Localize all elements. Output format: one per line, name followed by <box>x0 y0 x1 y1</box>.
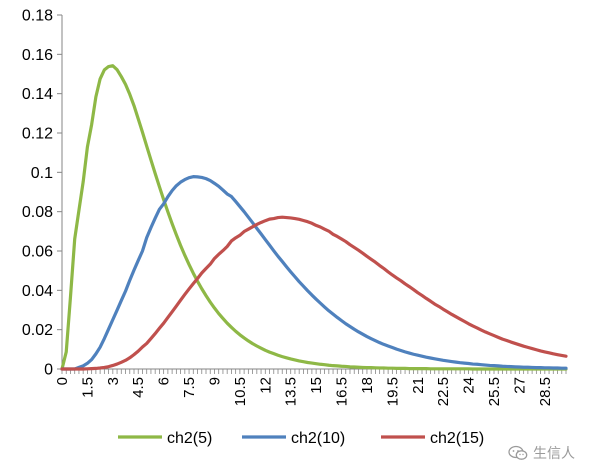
series-line-2 <box>60 175 568 371</box>
x-tick-label: 10.5 <box>232 377 249 406</box>
x-tick-label: 4.5 <box>130 377 147 398</box>
x-tick-label: 6 <box>156 377 173 385</box>
x-tick-label: 0 <box>54 377 71 385</box>
legend: ch2(5) ch2(10) ch2(15) <box>118 430 484 447</box>
y-tick-label: 0.16 <box>22 47 53 64</box>
legend-label: ch2(5) <box>167 430 212 447</box>
y-tick-label: 0.04 <box>22 283 53 300</box>
y-tick-label: 0.18 <box>22 8 53 25</box>
x-tick-label: 9 <box>206 377 223 385</box>
x-tick-label: 28.5 <box>537 377 554 406</box>
y-tick-label: 0.1 <box>31 165 53 182</box>
plot-series <box>60 64 568 371</box>
x-tick-label: 22.5 <box>435 377 452 406</box>
y-tick-label: 0 <box>44 362 53 379</box>
legend-label: ch2(10) <box>291 430 345 447</box>
y-tick-label: 0.14 <box>22 86 53 103</box>
watermark: 生信人 <box>508 443 575 463</box>
y-tick-label: 0.06 <box>22 244 53 261</box>
x-tick-label: 21 <box>410 377 427 394</box>
x-tick-label: 16.5 <box>334 377 351 406</box>
x-axis: 0 1.5 3 4.5 6 7.5 9 10.5 12 13.5 15 16.5 18 19.5 21 22.… <box>54 368 567 406</box>
x-tick-label: 25.5 <box>486 377 503 406</box>
y-axis: 0 0.02 0.04 0.06 0.08 0.1 0.12 0.14 0.16 0.18 <box>22 8 63 379</box>
wechat-icon <box>508 445 528 460</box>
x-tick-label: 12 <box>257 377 274 394</box>
legend-label: ch2(15) <box>430 430 484 447</box>
x-tick-label: 3 <box>105 377 122 385</box>
x-tick-label: 13.5 <box>283 377 300 406</box>
x-tick-label: 1.5 <box>79 377 96 398</box>
y-tick-label: 0.02 <box>22 322 53 339</box>
x-tick-label: 19.5 <box>384 377 401 406</box>
x-tick-label: 15 <box>308 377 325 394</box>
x-tick-label: 18 <box>359 377 376 394</box>
x-tick-label: 7.5 <box>181 377 198 398</box>
y-tick-label: 0.08 <box>22 204 53 221</box>
series-line-1 <box>60 64 568 371</box>
watermark-text: 生信人 <box>533 446 575 462</box>
x-tick-label: 24 <box>461 377 478 394</box>
y-tick-label: 0.12 <box>22 126 53 143</box>
x-tick-label: 27 <box>511 377 528 394</box>
series-line-3 <box>60 215 568 371</box>
